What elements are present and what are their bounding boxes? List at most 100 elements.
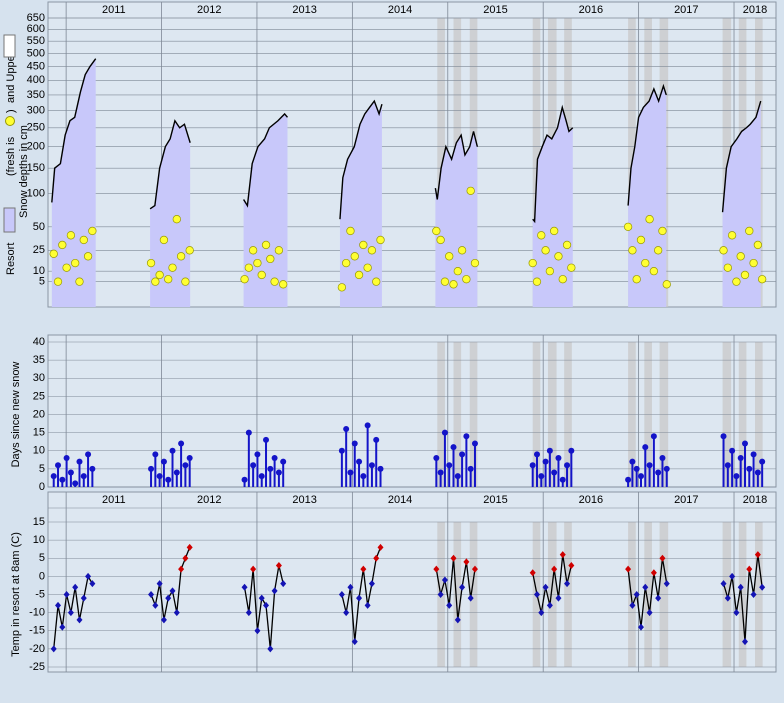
fresh-snow-point [244,263,253,272]
temp-point [160,616,167,624]
temp-point [368,580,375,588]
x-tick-label: 2011 [102,4,126,16]
fresh-snow-point [342,258,351,268]
y-tick-label: 400 [27,74,45,86]
temp-point [759,583,766,591]
snow-depth-line [149,119,191,210]
temp-point [67,609,74,617]
y-tick-label: 0 [39,481,45,493]
days-point [729,447,736,454]
days-point [263,436,270,443]
fresh-snow-point [658,226,667,236]
days-point [275,469,282,476]
fresh-snow-point [628,246,637,255]
fresh-snow-point [159,235,169,245]
snow-depth-area [532,107,573,308]
y-tick-label: -25 [29,661,45,673]
y-tick-label: 5 [39,463,45,475]
temp-point [633,591,640,598]
fresh-snow-point [49,249,58,258]
days-point [245,429,252,436]
fresh-snow-point [736,252,745,261]
fresh-snow-point [453,267,462,276]
days-point [89,465,96,472]
fresh-snow-point [632,275,641,284]
temp-point [555,594,562,602]
days-point [733,473,740,480]
x-tick-label: 2012 [197,494,221,506]
y-tick-label: 100 [27,188,45,200]
temp-point [356,594,363,602]
days-point [646,462,653,469]
temp-point [737,583,744,591]
days-point [542,458,549,465]
days-point [551,469,558,476]
days-point [72,480,79,487]
temp-point [568,562,575,569]
y-tick-label: 15 [33,516,45,528]
temp-line [53,574,93,649]
temp-point [629,601,636,609]
days-point [351,440,358,447]
days-point [446,462,453,469]
y-tick-label: 5 [39,552,45,564]
legend-swatch-upper [3,34,16,58]
y-tick-label: 350 [27,89,45,101]
y-axis-label: Days since new snow [10,362,22,468]
fresh-snow-point [749,258,758,268]
y-axis-label-part: (fresh is [5,136,17,176]
temp-point [663,580,670,588]
days-point [568,447,575,454]
days-point [186,455,193,461]
days-point [437,469,444,476]
fresh-snow-point [432,226,441,236]
temp-point [564,580,571,588]
fresh-snow-point [558,275,567,284]
y-axis-label-part: ) [5,109,17,113]
days-point [160,458,167,465]
y-tick-label: -10 [29,607,45,619]
fresh-snow-point [636,235,646,245]
temp-point [241,583,248,591]
temp-point [156,580,163,588]
temp-point [724,594,731,602]
y-tick-label: 10 [33,265,45,277]
temp-point [551,565,558,573]
temp-point [741,638,748,646]
days-point [360,473,367,480]
y-tick-label: 50 [33,221,45,233]
fresh-snow-point [266,254,275,264]
y-tick-label: 10 [33,445,45,457]
fresh-snow-point [541,246,550,255]
temp-point [173,609,180,617]
days-point [377,465,384,472]
temp-point [446,601,453,609]
temp-point [546,601,553,609]
fresh-snow-point [146,258,156,268]
days-point [463,433,470,440]
temp-point [655,594,662,602]
days-point [156,473,163,480]
highlight-band [532,18,541,307]
days-point [80,473,87,480]
fresh-snow-point [279,280,288,289]
temp-point [275,562,282,569]
fresh-snow-point [75,277,84,286]
temp-point [76,616,83,624]
days-point [271,455,278,461]
temp-line [341,547,382,642]
fresh-snow-point [562,240,572,250]
days-point [169,447,176,454]
fresh-snow-point [532,277,542,286]
fresh-snow-point [445,252,454,261]
fresh-snow-point [337,283,347,292]
days-point [659,455,666,461]
temp-point [89,580,96,588]
y-axis-label-part: Resort [5,243,17,275]
fresh-snow-point [732,277,741,286]
temp-point [659,554,666,562]
days-point [564,462,571,469]
temp-point [733,609,740,617]
temp-point [538,609,545,617]
fresh-snow-point [71,258,80,268]
